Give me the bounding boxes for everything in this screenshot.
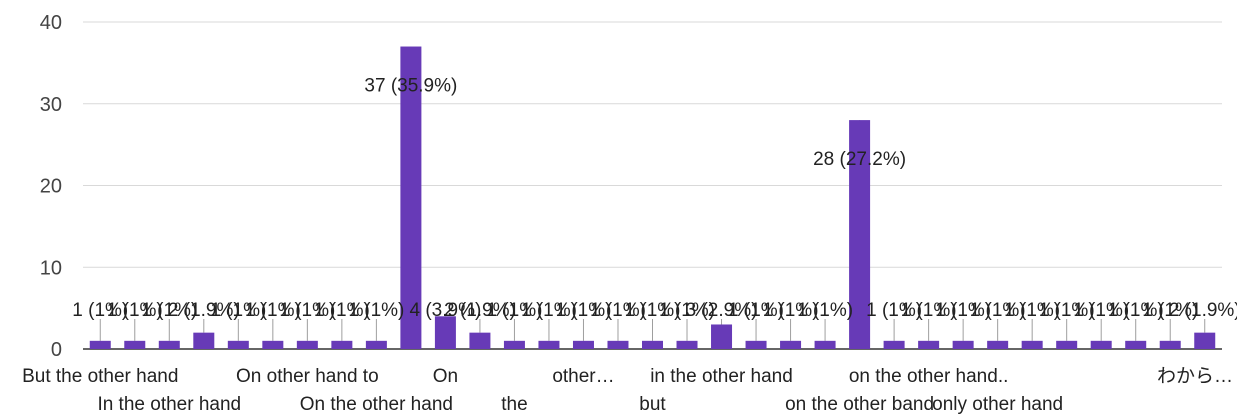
bar [1194,332,1216,349]
bar [193,332,215,349]
bar [987,340,1009,349]
x-tick-label: on the other hand.. [849,366,1009,387]
y-tick-label: 30 [40,94,62,116]
x-tick-label: わから… [1157,366,1233,387]
data-label-leader-lines [99,46,1206,341]
bar [158,340,180,349]
bar [296,340,318,349]
bar [124,340,146,349]
y-tick-label: 0 [51,339,62,361]
bar [952,340,974,349]
data-label: 1 (1%) [555,300,611,321]
bar [607,340,629,349]
data-label: 1 (1%) [72,300,128,321]
x-tick-label: But the other hand [22,366,178,387]
x-tick-label: the [501,394,527,414]
data-label: 1 (1%) [1004,300,1060,321]
y-tick-label: 10 [40,257,62,279]
x-tick-label: other… [552,366,614,387]
bar [814,340,836,349]
data-label: 1 (1%) [521,300,577,321]
x-tick-label: on the other band [785,394,934,414]
x-tick-label: only other hand [932,394,1063,414]
data-label: 37 (35.9%) [364,76,457,97]
bar [780,340,802,349]
data-label: 1 (1%) [1108,300,1164,321]
bar [469,332,491,349]
x-tick-label: In the other hand [97,394,241,414]
data-label: 1 (1%) [245,300,301,321]
y-axis-tick-labels: 0 10 20 30 40 [40,12,62,361]
data-label: 1 (1%) [314,300,370,321]
data-label: 1 (1%) [935,300,991,321]
bar [434,316,456,349]
bar [572,340,594,349]
data-label: 1 (1%) [763,300,819,321]
bars [89,46,1216,350]
data-label: 1 (1%) [210,300,266,321]
bar [538,340,560,349]
bar [262,340,284,349]
data-label: 1 (1%) [486,300,542,321]
data-label: 2 (1.9%) [444,300,516,321]
bar [1125,340,1147,349]
data-label: 1 (1%) [659,300,715,321]
bar [918,340,940,349]
data-label: 1 (1%) [728,300,784,321]
data-label: 1 (1%) [348,300,404,321]
data-label: 1 (1%) [141,300,197,321]
data-label: 1 (1%) [866,300,922,321]
bar [331,340,353,349]
data-label: 1 (1%) [1073,300,1129,321]
bar [227,340,249,349]
bar [1159,340,1181,349]
data-label: 28 (27.2%) [813,149,906,170]
x-tick-label: On [433,366,458,387]
bar [883,340,905,349]
x-axis-tick-labels: But the other hand In the other hand On ot… [22,366,1233,414]
x-tick-label: On other hand to [236,366,379,387]
data-labels: 1 (1%)1 (1%)1 (1%)2 (1.9%)1 (1%)1 (1%)1 … [72,76,1237,321]
data-label: 1 (1%) [1039,300,1095,321]
bar [503,340,525,349]
x-tick-label: in the other hand [650,366,793,387]
bar [400,46,422,350]
data-label: 2 (1.9%) [168,300,240,321]
data-label: 1 (1%) [970,300,1026,321]
data-label: 1 (1%) [797,300,853,321]
y-tick-label: 40 [40,12,62,34]
data-label: 3 (2.9%) [686,300,758,321]
data-label: 1 (1%) [590,300,646,321]
data-label: 4 (3.9%) [410,300,482,321]
data-label: 1 (1%) [901,300,957,321]
bar [642,340,663,349]
data-label: 1 (1%) [279,300,335,321]
data-label: 1 (1%) [625,300,681,321]
bar [849,120,871,349]
bar [1090,340,1112,349]
data-label: 1 (1%) [107,300,163,321]
bar [1056,340,1078,349]
bar [1021,340,1043,349]
y-tick-label: 20 [40,176,62,198]
data-label: 1 (1%) [1142,300,1198,321]
bar [745,340,767,349]
bar [676,340,698,349]
x-tick-label: On the other hand [300,394,453,414]
bar [365,340,387,349]
bar [89,340,111,349]
bar [711,324,733,349]
data-label: 2 (1.9%) [1169,300,1237,321]
x-tick-label: but [639,394,666,414]
